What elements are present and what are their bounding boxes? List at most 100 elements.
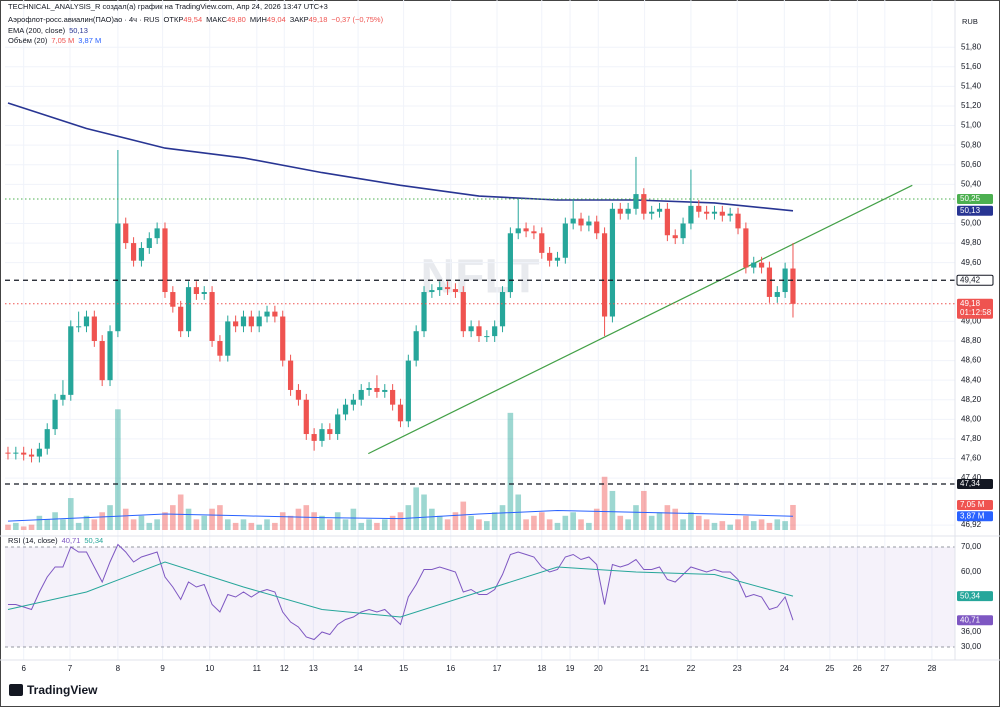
volume-bar [138,515,145,530]
logo-mark [9,684,23,696]
candle-body [225,321,231,356]
rsi-tick-label: 30,00 [961,642,982,651]
volume-bar [5,524,11,530]
x-tick-label: 28 [927,664,936,673]
candle-body [578,218,584,226]
candle-body [374,388,380,392]
candle-body [547,252,553,261]
volume-bar [170,505,176,530]
volume-legend: Объём (20) 7,05 M 3,87 M [8,36,101,45]
candle-body [421,292,427,332]
candle-body [468,326,474,332]
volume-bar [531,515,537,530]
candle-body [358,389,364,400]
candle-body [248,316,254,327]
volume-bar [342,519,349,530]
volume-bar [366,519,372,530]
candle-body [319,429,325,441]
candle-body [790,268,796,304]
candle-body [758,262,765,268]
y-tick-label: 47,40 [961,473,982,482]
y-tick-label: 49,80 [961,238,982,247]
open: 49,54 [183,15,202,24]
credit: TECHNICAL_ANALYSIS_R создал(а) график на… [8,2,328,11]
volume-bar [20,526,27,530]
volume-bar [476,519,482,530]
candle-body [170,292,176,307]
volume-bar [491,512,498,530]
symbol: Аэрофлот-росс.авиалин(ПАО)ао · 4ч · RUS [8,15,160,24]
rsi-line [8,543,794,641]
volume-bar [672,508,679,530]
x-tick-label: 21 [640,664,649,673]
volume-bar [75,522,82,530]
candle-body [21,452,27,455]
volume-bar [405,505,412,530]
close: 49,18 [309,15,328,24]
close-label: ЗАКР [290,15,309,24]
volume-bar [279,512,286,530]
volume-ma-tag [957,511,993,522]
volume-bar [13,522,19,530]
x-tick-label: 9 [160,664,165,673]
candle-body [185,287,192,332]
ema-name: EMA (200, close) [8,26,66,35]
candle-body [382,389,388,392]
volume-bar [562,515,569,530]
low-label: МИН [250,15,267,24]
candle-body [782,268,788,293]
candle-body [664,208,670,236]
candle-body [515,228,521,234]
candle-body [193,287,199,294]
candle-body [5,452,11,454]
candle-body [68,326,74,395]
candle-body [350,399,356,405]
volume-bar [295,508,302,530]
candle-body [531,231,537,234]
y-tick-label: 48,80 [961,336,982,345]
candle-body [641,194,647,214]
plot-layer: 6 7 8 9 10 11 12 13 14 15 16 17 18 19 20 21 22 23 24 25 26 27… [5,0,994,673]
rsi-tag [957,615,993,626]
rsi-tag-label: 40,71 [960,615,981,624]
y-tick-label: 51,80 [961,42,982,51]
volume-bar [578,519,584,530]
volume-bar [91,519,98,530]
candle-body [594,221,600,234]
volume-bar [460,501,467,530]
candle-body [178,306,184,332]
logo[interactable]: TradingView [9,683,98,697]
volume-bar [688,512,694,530]
candle-body [390,389,396,405]
price-tag [957,205,993,216]
volume-bar [67,498,74,530]
rsi-tick-label: 36,00 [961,627,982,636]
candle-body [633,194,639,209]
candle-body [672,235,678,239]
volume-bar [115,409,121,530]
volume-bar [154,519,160,530]
ema-line [7,102,794,212]
volume-bar [790,504,796,530]
rsi-legend: RSI (14, close) 40,71 50,34 [8,536,103,545]
candle-body [91,316,97,341]
candle-body [295,389,302,400]
candle-body [209,292,215,341]
candle-body [99,340,105,381]
y-tick-label: 51,60 [961,62,982,71]
candle-body [617,208,623,214]
volume-bar [327,519,333,530]
candle-body [429,290,435,293]
volume-bar [232,522,239,530]
volume-name: Объём (20) [8,36,48,45]
volume-bar [44,519,51,530]
volume-bar [625,519,631,530]
x-tick-label: 27 [880,664,889,673]
candle-body [233,321,239,327]
volume-bar [240,519,247,530]
candle-body [460,292,466,332]
volume-bar [758,519,765,530]
volume-bar [130,519,137,530]
volume-bar [782,521,788,530]
candle-body [36,448,42,457]
